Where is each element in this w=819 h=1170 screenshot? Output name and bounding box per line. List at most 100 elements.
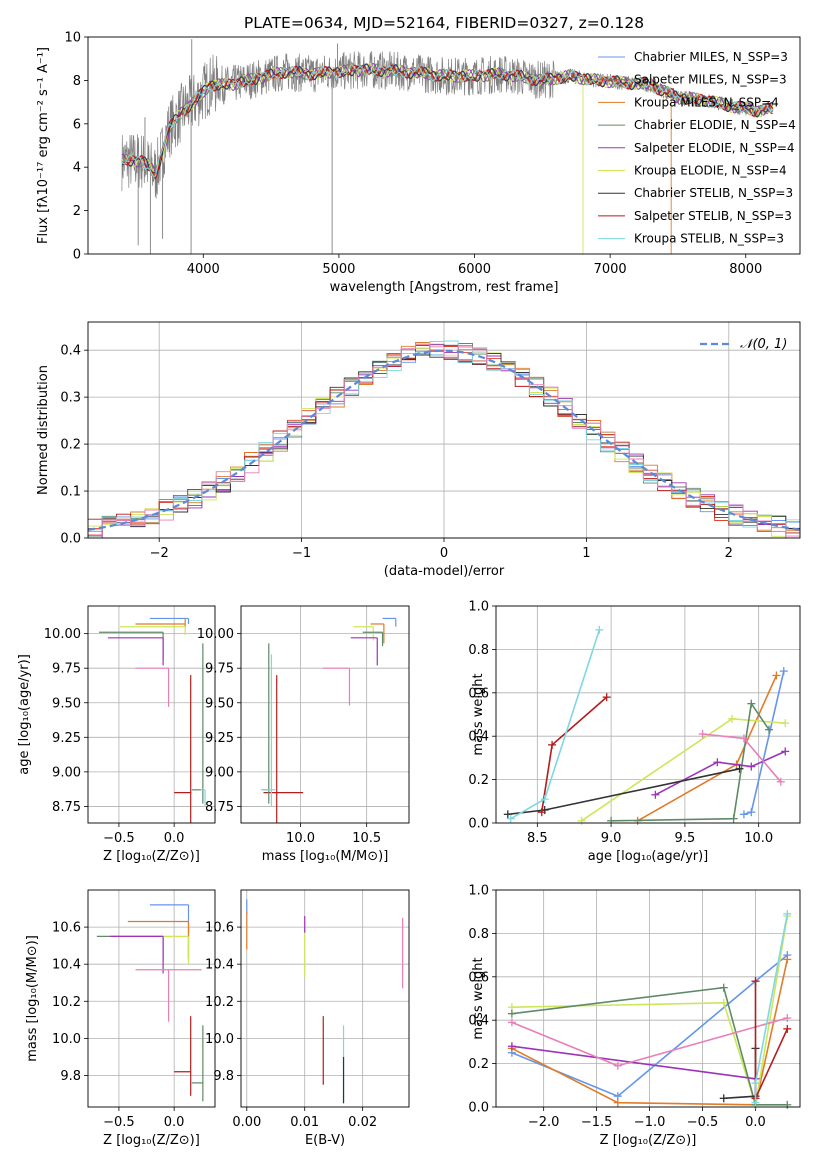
x-axis-label: (data-model)/error — [384, 564, 505, 579]
y-tick-label: 8.75 — [52, 800, 81, 815]
axes-frame — [87, 36, 801, 255]
plus-marker — [577, 816, 586, 825]
y-axis-label: Flux [fλ10⁻¹⁷ erg cm⁻² s⁻¹ A⁻¹] — [36, 47, 51, 244]
legend-entry: Kroupa STELIB, N_SSP=3 — [634, 232, 784, 246]
plus-marker — [781, 747, 790, 756]
plus-marker — [607, 816, 616, 825]
y-tick-label: 8 — [73, 74, 81, 89]
data-point — [149, 617, 190, 624]
plus-marker — [779, 667, 788, 676]
y-tick-label: 10.4 — [205, 958, 234, 973]
plus-marker — [739, 810, 748, 819]
y-tick-label: 10.0 — [205, 1032, 234, 1047]
y-tick-label: 1.0 — [468, 600, 489, 615]
data-point — [191, 643, 204, 804]
x-tick-label: 0.0 — [164, 831, 185, 846]
data-point — [174, 675, 192, 823]
x-tick-label: −1.5 — [581, 1115, 613, 1130]
y-tick-label: 0.6 — [468, 686, 489, 701]
mass-weight-line — [637, 675, 778, 822]
model-spectrum-line — [121, 62, 774, 175]
mass-weight-line — [511, 954, 788, 1098]
x-tick-label: 5000 — [322, 262, 355, 277]
y-tick-label: 8.75 — [205, 800, 234, 815]
data-point — [135, 667, 170, 707]
plus-marker — [537, 808, 546, 817]
histogram-series — [88, 343, 800, 537]
mass-weight-line — [611, 701, 770, 822]
y-tick-label: 10.00 — [197, 627, 234, 642]
panel-6 — [88, 890, 215, 1107]
plus-marker — [506, 814, 515, 823]
x-tick-label: 0.0 — [164, 1115, 185, 1130]
x-tick-label: 1 — [582, 546, 590, 561]
plus-marker — [507, 1042, 516, 1051]
x-tick-label: 8000 — [729, 262, 762, 277]
plus-marker — [747, 699, 756, 708]
y-axis-label: age [log₁₀(age/yr)] — [17, 654, 32, 775]
plus-marker — [548, 740, 557, 749]
plus-marker — [729, 814, 738, 823]
data-point — [122, 935, 190, 965]
y-tick-label: 10.4 — [52, 958, 81, 973]
plus-marker — [783, 1014, 792, 1023]
x-tick-label: −2 — [150, 546, 169, 561]
axes-frame — [240, 889, 410, 1108]
plus-marker — [713, 758, 722, 767]
y-tick-label: 9.75 — [205, 662, 234, 677]
y-tick-label: 6 — [73, 117, 81, 132]
data-point — [323, 667, 351, 706]
plus-marker — [602, 693, 611, 702]
y-tick-label: 9.8 — [213, 1069, 234, 1084]
plus-marker — [739, 734, 748, 743]
x-axis-label: age [log₁₀(age/yr)] — [588, 849, 709, 864]
y-tick-label: 9.25 — [52, 731, 81, 746]
plus-marker — [540, 795, 549, 804]
data-point — [200, 789, 206, 807]
x-tick-label: 10.5 — [352, 831, 381, 846]
y-tick-label: 9.50 — [52, 696, 81, 711]
data-point — [263, 675, 304, 823]
plus-marker — [719, 998, 728, 1007]
x-tick-label: 0.00 — [232, 1115, 261, 1130]
plus-marker — [728, 714, 737, 723]
y-tick-label: 0.4 — [468, 1014, 489, 1029]
legend-entry: Kroupa ELODIE, N_SSP=4 — [634, 164, 787, 178]
mass-weight-line — [511, 959, 789, 1106]
y-tick-label: 1.0 — [468, 884, 489, 899]
data-point — [107, 637, 164, 666]
data-point — [110, 935, 164, 974]
plus-marker — [613, 1098, 622, 1107]
y-tick-label: 0.8 — [468, 927, 489, 942]
data-point — [135, 618, 186, 627]
x-tick-label: 4000 — [187, 262, 220, 277]
plus-marker — [747, 808, 756, 817]
x-tick-label: 0.02 — [348, 1115, 377, 1130]
axes-frame — [87, 605, 216, 824]
data-point — [99, 631, 164, 660]
data-point — [149, 904, 190, 961]
mass-weight-line — [511, 1045, 756, 1080]
mass-weight-line — [511, 915, 789, 1106]
x-tick-label: 8.5 — [527, 831, 548, 846]
y-tick-label: 0.8 — [468, 643, 489, 658]
histogram-series — [88, 340, 800, 533]
data-point — [262, 643, 270, 804]
y-axis-label: mass [log₁₀(M/M⊙)] — [25, 935, 40, 1062]
x-axis-label: wavelength [Angstrom, rest frame] — [330, 280, 559, 295]
y-tick-label: 0.2 — [468, 773, 489, 788]
y-axis-label: Normed distribution — [36, 365, 51, 495]
y-tick-label: 0.0 — [468, 817, 489, 832]
x-axis-label: mass [log₁₀(M/M⊙)] — [262, 849, 389, 864]
data-point — [350, 637, 378, 666]
panel-5 — [496, 605, 800, 824]
y-tick-label: 10.6 — [52, 921, 81, 936]
plus-marker — [719, 983, 728, 992]
model-spectrum-line — [121, 63, 774, 174]
data-point — [174, 1016, 192, 1096]
x-tick-label: 6000 — [458, 262, 491, 277]
legend-entry: 𝒩(0, 1) — [740, 337, 787, 352]
legend-entry: Chabrier ELODIE, N_SSP=4 — [634, 118, 796, 132]
x-tick-label: 7000 — [594, 262, 627, 277]
y-tick-label: 0.1 — [60, 485, 81, 500]
